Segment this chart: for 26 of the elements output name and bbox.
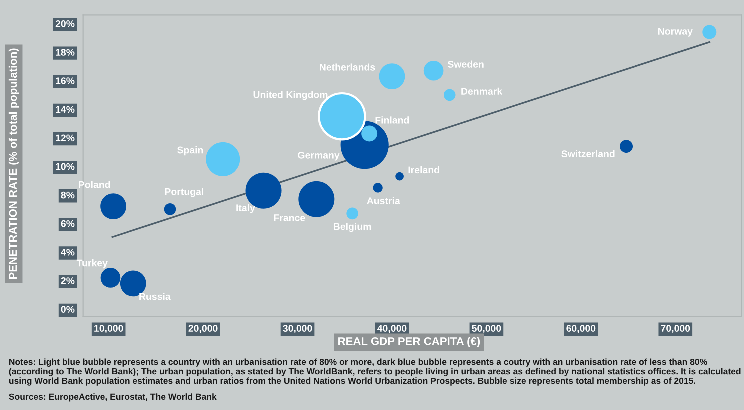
y-tick-label: 6% [61, 220, 75, 228]
y-tick-label: 10% [56, 163, 75, 170]
x-tick-label: 30,000 [283, 325, 312, 334]
annotation: Italy [236, 204, 256, 214]
annotation: Turkey [76, 260, 108, 269]
annotation: Russia [140, 293, 171, 300]
x-tick-label: 10,000 [94, 325, 124, 334]
y-tick-label: 14% [56, 106, 75, 114]
y-tick-label: 12% [56, 134, 75, 142]
source-note: Sources: EuropeActive, Eurostat, The World Bank [9, 394, 217, 402]
y-tick-label: 18% [56, 49, 75, 56]
y-tick-label: 16% [56, 78, 75, 84]
y-tick-label: 20% [56, 20, 75, 28]
y-tick-label: 2% [61, 278, 75, 284]
x-tick-label: 60,000 [566, 325, 596, 334]
x-tick-label: 40,000 [378, 325, 407, 334]
annotation: Poland [79, 181, 110, 188]
y-tick-label: 8% [61, 192, 75, 199]
x-tick-label: 70,000 [661, 325, 690, 334]
x-tick-label: 20,000 [188, 325, 218, 334]
text: Notes: Light blue bubble represents a country with an urbanisation rate of 80% or more, dark blue bubble represents a coutry with an urbanisation rate of less than 80% (according to The World Bank); The urban population, as stated by The WorldBank, refers to people living in urban areas as defined by national statistics offices. It is calculated using World Bank population estimates and urban ratios from the United Nations World Urbanization Prospects. Bubble size represents total membership as of 2015. [9, 358, 741, 386]
y-tick-label: 0% [61, 306, 75, 313]
x-tick-label: 50,000 [472, 325, 502, 334]
y-axis-title: PENETRATION RATE (% of total population) [8, 48, 20, 280]
y-tick-label: 4% [61, 249, 75, 256]
x-axis-title: REAL GDP PER CAPITA (€) [338, 337, 480, 348]
